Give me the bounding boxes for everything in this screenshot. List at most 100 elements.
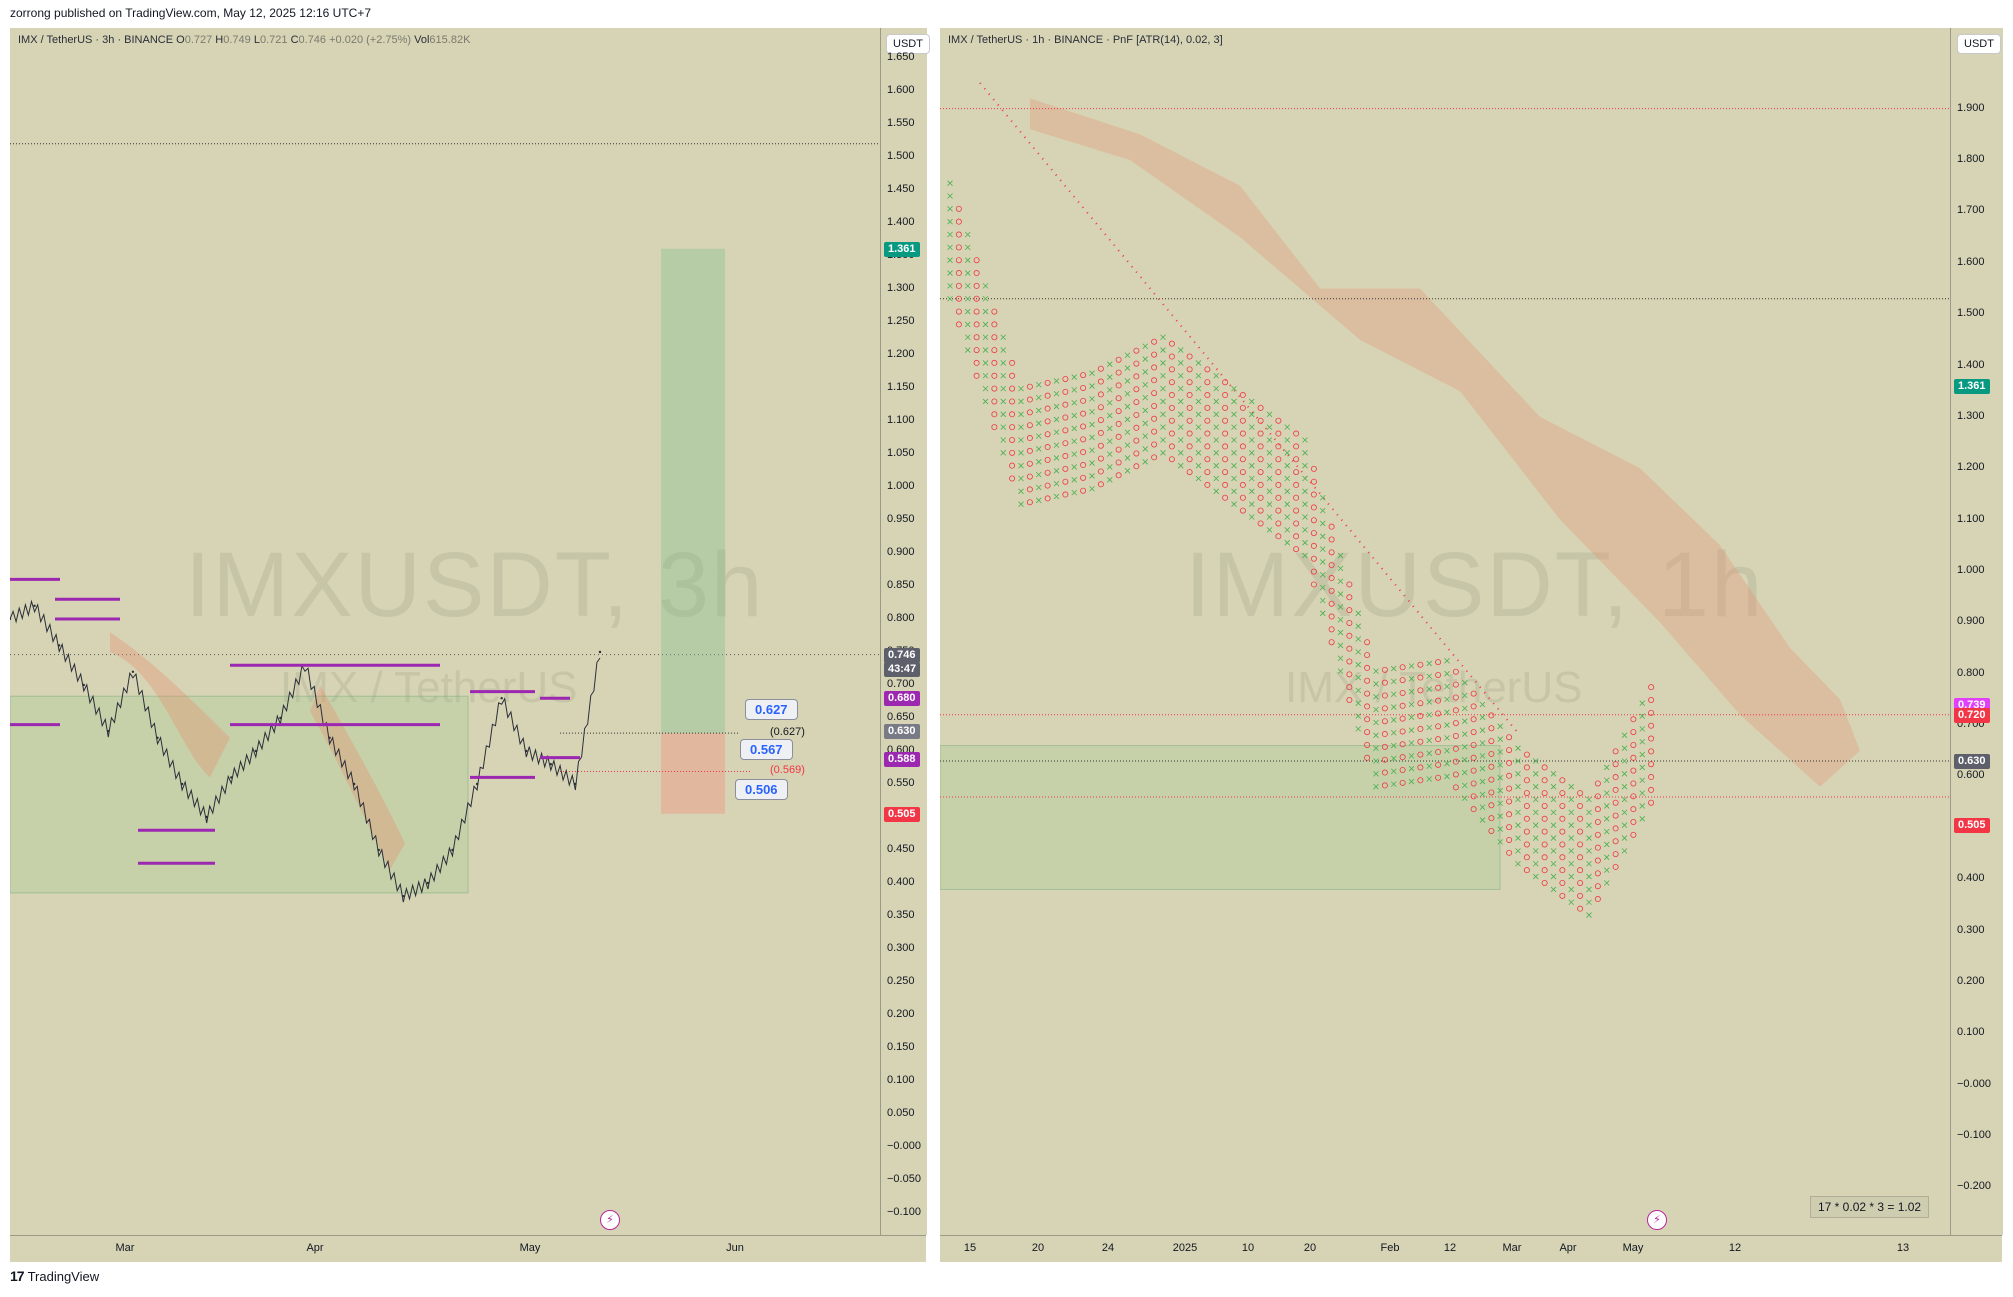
pnf-o-mark bbox=[1559, 854, 1566, 861]
pnf-o-mark bbox=[991, 372, 998, 379]
left-y-tick: 1.550 bbox=[887, 117, 915, 129]
pnf-o-mark bbox=[1541, 777, 1548, 784]
pnf-x-mark bbox=[1319, 507, 1326, 514]
right-y-tick: 1.600 bbox=[1957, 255, 1985, 268]
pnf-o-mark bbox=[1275, 469, 1282, 476]
pnf-o-mark bbox=[1275, 456, 1282, 463]
pnf-x-mark bbox=[1195, 437, 1202, 443]
pnf-x-mark bbox=[1408, 676, 1415, 682]
pnf-o-mark bbox=[1399, 754, 1406, 761]
pnf-o-mark bbox=[1204, 456, 1211, 463]
right-x-tick: Apr bbox=[1559, 1242, 1577, 1254]
pnf-x-mark bbox=[1444, 722, 1450, 728]
pnf-x-mark bbox=[1373, 694, 1379, 700]
pnf-o-mark bbox=[1648, 697, 1655, 704]
pnf-o-mark bbox=[1346, 658, 1353, 665]
pnf-o-mark bbox=[1275, 494, 1282, 501]
pnf-o-mark bbox=[1257, 507, 1264, 514]
left-chart-pane[interactable]: IMXUSDT, 3h IMX / TetherUS IMX / TetherU… bbox=[10, 28, 880, 1235]
pnf-x-mark bbox=[1302, 450, 1308, 456]
pnf-x-mark bbox=[1266, 501, 1273, 507]
pnf-o-mark bbox=[1293, 456, 1300, 463]
left-bolt-icon[interactable]: ⚡ bbox=[600, 1210, 620, 1230]
pnf-o-mark bbox=[1399, 779, 1406, 786]
pnf-x-mark bbox=[1621, 745, 1628, 751]
pnf-x-mark bbox=[1231, 385, 1237, 392]
pnf-x-mark bbox=[1177, 398, 1184, 405]
pnf-o-mark bbox=[1559, 841, 1566, 848]
pnf-x-mark bbox=[964, 334, 971, 341]
pnf-x-mark bbox=[1355, 726, 1362, 732]
pnf-o-mark bbox=[1168, 404, 1175, 411]
pnf-o-mark bbox=[1523, 867, 1530, 874]
pnf-o-mark bbox=[1204, 469, 1211, 476]
pnf-o-mark bbox=[1275, 533, 1282, 540]
pnf-o-mark bbox=[1506, 759, 1513, 766]
pnf-o-mark bbox=[1630, 729, 1637, 736]
pnf-o-mark bbox=[1506, 849, 1513, 856]
pnf-o-mark bbox=[1026, 422, 1033, 429]
left-price-point bbox=[254, 749, 258, 753]
pnf-o-mark bbox=[1328, 626, 1335, 633]
right-time-axis[interactable]: 15 20 24 2025 10 20 Feb 12 Mar Apr May 12 13 bbox=[940, 1235, 2002, 1262]
left-price-plot[interactable] bbox=[10, 28, 880, 1235]
pnf-o-mark bbox=[991, 398, 998, 405]
pnf-x-mark bbox=[1266, 450, 1273, 456]
pnf-o-mark bbox=[1470, 754, 1477, 761]
pnf-o-mark bbox=[1541, 828, 1548, 835]
pnf-o-mark bbox=[1346, 645, 1353, 652]
pnf-o-mark bbox=[1275, 481, 1282, 488]
pnf-o-mark bbox=[1044, 418, 1051, 425]
pnf-o-mark bbox=[1381, 705, 1388, 712]
pnf-x-mark bbox=[1195, 462, 1202, 469]
left-watermark-sub: IMX / TetherUS bbox=[280, 663, 578, 712]
right-bolt-icon[interactable]: ⚡ bbox=[1647, 1210, 1667, 1230]
pnf-x-mark bbox=[1089, 370, 1095, 376]
pnf-o-mark bbox=[1577, 790, 1584, 797]
pnf-x-mark bbox=[1550, 835, 1557, 841]
right-pnf-plot[interactable] bbox=[940, 28, 1950, 1235]
right-y-tick: −0.000 bbox=[1957, 1077, 1991, 1090]
left-price-axis[interactable]: USDT 1.6501.6001.5501.5001.4501.4001.350… bbox=[880, 28, 930, 1235]
pnf-o-mark bbox=[1168, 340, 1175, 347]
pnf-x-mark bbox=[1479, 778, 1486, 785]
pnf-o-mark bbox=[1417, 738, 1424, 745]
right-y-tick: 0.600 bbox=[1957, 769, 1985, 782]
pnf-x-mark bbox=[1461, 782, 1468, 789]
pnf-x-mark bbox=[1621, 758, 1628, 764]
pnf-x-mark bbox=[1426, 660, 1433, 667]
pnf-x-mark bbox=[964, 295, 971, 302]
pnf-x-mark bbox=[1160, 424, 1166, 430]
left-annotation: (0.627) bbox=[770, 726, 805, 739]
left-price-point bbox=[475, 782, 479, 786]
pnf-x-mark bbox=[1231, 411, 1237, 418]
pnf-o-mark bbox=[1310, 517, 1317, 524]
left-price-point bbox=[131, 670, 135, 673]
left-y-tick: 0.100 bbox=[887, 1074, 915, 1086]
pnf-o-mark bbox=[1648, 761, 1655, 768]
pnf-x-mark bbox=[1142, 381, 1149, 388]
pnf-o-mark bbox=[1577, 815, 1584, 822]
right-chart-pane[interactable]: IMXUSDT, 1h IMX / TetherUS IMX / TetherU… bbox=[940, 28, 1950, 1235]
right-x-tick: 12 bbox=[1443, 1242, 1457, 1254]
pnf-x-mark bbox=[1053, 455, 1060, 461]
pnf-x-mark bbox=[947, 193, 953, 199]
pnf-o-mark bbox=[1204, 443, 1211, 450]
pnf-x-mark bbox=[1355, 636, 1362, 642]
pnf-x-mark bbox=[1142, 394, 1149, 401]
pnf-x-mark bbox=[1248, 475, 1255, 482]
pnf-x-mark bbox=[1568, 886, 1575, 893]
right-currency-button[interactable]: USDT bbox=[1957, 34, 2001, 54]
pnf-x-mark bbox=[1390, 717, 1397, 723]
left-currency-button[interactable]: USDT bbox=[886, 34, 930, 54]
right-y-tick: 0.300 bbox=[1957, 923, 1985, 936]
pnf-o-mark bbox=[1310, 491, 1317, 498]
pnf-o-mark bbox=[1417, 674, 1424, 681]
left-time-axis[interactable]: Mar Apr May Jun bbox=[10, 1235, 926, 1262]
pnf-x-mark bbox=[1160, 334, 1166, 341]
pnf-x-mark bbox=[1390, 768, 1397, 775]
pnf-x-mark bbox=[1479, 791, 1486, 798]
pnf-o-mark bbox=[1381, 731, 1388, 738]
left-y-tick: 0.400 bbox=[887, 876, 915, 888]
right-price-axis[interactable]: USDT 1.900 1.800 1.700 1.600 1.500 1.400 1.300… bbox=[1950, 28, 2003, 1235]
